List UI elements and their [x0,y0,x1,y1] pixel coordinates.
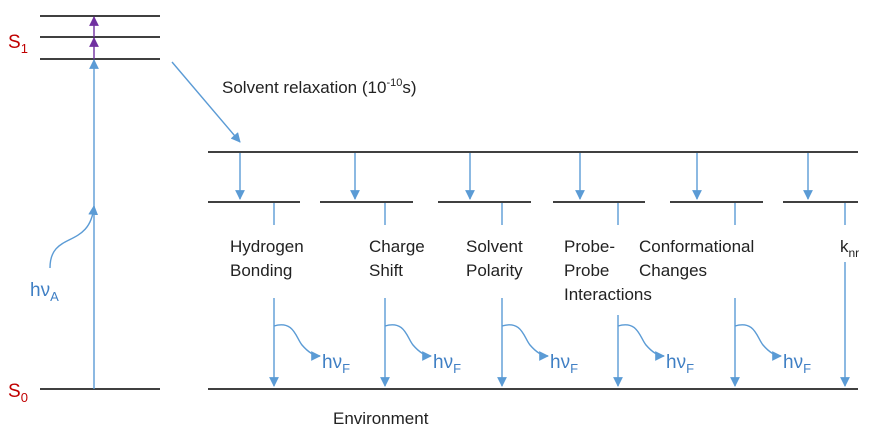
pathway-label: Probe- [564,237,615,256]
pathway-label: Changes [639,261,707,280]
emission-arrow [617,324,665,361]
emission-arrow [734,324,782,361]
nonradiative-label: knr [840,237,859,260]
relaxation-label: Solvent relaxation (10-10s) [222,77,417,97]
emission-label: hνF [322,352,350,376]
pathway-label: Polarity [466,261,523,280]
emission-label: hνF [433,352,461,376]
emission-symbol: hν [666,352,686,373]
environment-label: Environment [333,409,429,428]
emission-arrow [384,324,432,361]
k-symbol: k [840,237,849,256]
pathways: HydrogenBondinghνFChargeShifthνFSolventP… [208,153,859,387]
emission-label: hνF [783,352,811,376]
pathway-label: Charge [369,237,425,256]
emission-arrow [273,324,321,361]
emission-label: hνF [666,352,694,376]
emission-symbol: hν [433,352,453,373]
pathway-label: Bonding [230,261,292,280]
pathway-label: Interactions [564,285,652,304]
emission-symbol: hν [322,352,342,373]
emission-subscript: F [570,361,578,376]
emission-subscript: F [803,361,811,376]
pathway-label: Shift [369,261,403,280]
emission-subscript: F [342,361,350,376]
pathway-label: Solvent [466,237,523,256]
s0-label: S0 [8,381,28,405]
pathway-label: Hydrogen [230,237,304,256]
absorption-label: hνA [30,280,59,304]
emission-symbol: hν [550,352,570,373]
emission-arrow [501,324,549,361]
pathway-label: Conformational [639,237,754,256]
emission-subscript: F [686,361,694,376]
emission-symbol: hν [783,352,803,373]
left-levels [40,15,241,390]
k-subscript: nr [849,246,860,260]
emission-label: hνF [550,352,578,376]
s1-label: S1 [8,32,28,56]
emission-subscript: F [453,361,461,376]
pathway-label: Probe [564,261,609,280]
